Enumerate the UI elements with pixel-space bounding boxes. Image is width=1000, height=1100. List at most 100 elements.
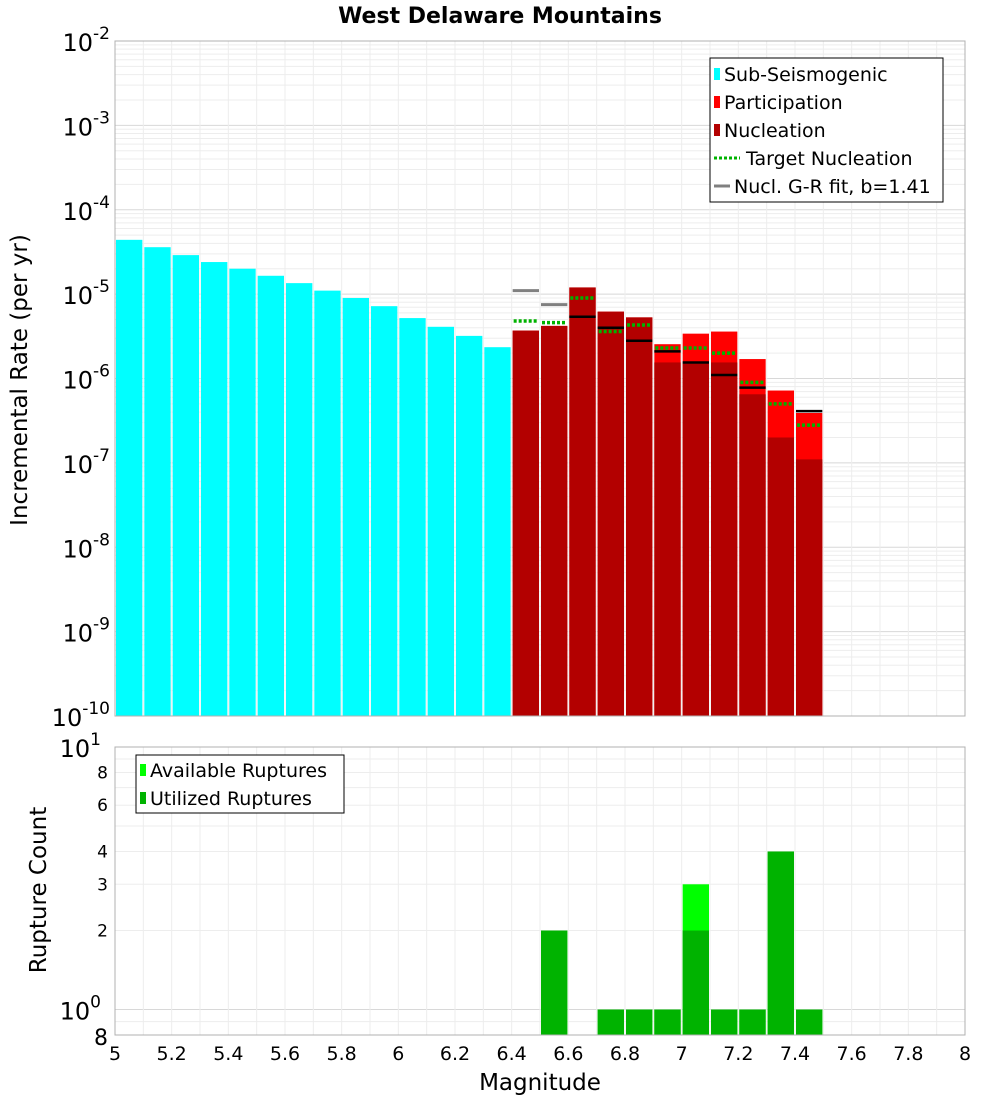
legend-swatch [140,764,146,776]
legend-label: Nucleation [724,120,826,142]
tick-base: 10 [63,282,94,310]
nucleation-bar [512,330,539,716]
x-tick-label: 7 [676,1043,688,1065]
bottom-legend: Available Ruptures Utilized Ruptures [135,754,345,814]
legend-label: Sub-Seismogenic [724,64,888,86]
utilized-ruptures-bar [767,851,794,1035]
tick-exponent: -5 [93,277,110,297]
tick-base: 10 [60,998,91,1026]
tick-exponent: 1 [90,730,101,750]
y-tick-label: 10-2 [63,24,111,57]
utilized-ruptures-bar [711,1009,738,1035]
nucleation-bar [739,394,766,716]
y-tick-label: 10-7 [63,446,111,479]
x-tick-label: 6.8 [610,1043,640,1065]
sub-seismogenic-bar [257,275,284,716]
y-tick-label: 10-9 [63,615,111,648]
nucleation-bar [796,459,823,716]
y-tick-label: 10-5 [63,277,111,310]
sub-seismogenic-bar [286,283,313,716]
x-tick-label: 5 [109,1043,121,1065]
x-axis-label: Magnitude [479,1070,601,1096]
x-tick-label: 6.4 [497,1043,527,1065]
sub-seismogenic-bar [116,239,143,716]
utilized-ruptures-bar [597,1009,624,1035]
sub-seismogenic-bar [427,326,454,716]
legend-swatch [714,124,720,136]
x-tick-label: 5.6 [270,1043,300,1065]
sub-seismogenic-bar [314,290,341,716]
y-tick-label: 10-6 [63,362,111,395]
legend-label: Available Ruptures [150,760,327,782]
bottom-bars [541,851,823,1035]
sub-seismogenic-bar [229,268,256,716]
y-tick-label: 8 [97,763,108,783]
tick-exponent: -3 [93,108,110,128]
tick-exponent: -8 [93,530,110,550]
tick-base: 10 [63,198,94,226]
tick-exponent: -2 [93,24,110,44]
y-tick-label: 3 [97,875,108,895]
sub-seismogenic-bar [456,335,483,716]
legend-label: Participation [724,92,843,114]
y-tick-label: 10-4 [63,193,111,226]
bottom-plot-frame [114,746,966,1036]
x-tick-label: 5.4 [213,1043,243,1065]
y-tick-label: 2 [97,922,108,942]
sub-seismogenic-bar [201,262,228,716]
x-tick-label: 5.2 [157,1043,187,1065]
top-bars [116,239,823,716]
nucleation-bar [569,287,596,716]
legend-box [135,754,345,814]
sub-seismogenic-bar [144,247,171,716]
tick-base: 10 [63,535,94,563]
sub-seismogenic-bar [399,318,426,716]
y-tick-label: 10-3 [63,108,111,141]
tick-base: 10 [63,620,94,648]
x-tick-label: 7.2 [723,1043,753,1065]
legend-swatch [140,792,146,804]
utilized-ruptures-bar [654,1009,681,1035]
tick-base: 10 [63,113,94,141]
x-tick-label: 6.2 [440,1043,470,1065]
y-tick-label: 8 [94,1026,108,1051]
tick-base: 10 [63,367,94,395]
x-ticks: 5 5.2 5.4 5.6 5.8 6 6.2 6.4 6.6 6.8 7 7.2 7.4 7.6 7.8 8 [109,1043,971,1065]
top-plot-frame [114,40,966,717]
y-tick-label: 6 [97,796,108,816]
tick-base: 10 [52,704,83,732]
tick-exponent: -9 [93,615,110,635]
nucleation-bar [767,437,794,716]
nucleation-bar [541,325,568,716]
sub-seismogenic-bar [484,347,511,716]
tick-exponent: -4 [93,193,110,213]
chart-title: West Delaware Mountains [338,4,662,29]
legend-label: Target Nucleation [745,148,913,170]
x-tick-label: 7.8 [893,1043,923,1065]
y-tick-label: 101 [60,730,101,763]
y-tick-label: 10-8 [63,530,111,563]
x-tick-label: 5.8 [327,1043,357,1065]
utilized-ruptures-bar [541,930,568,1035]
nucleation-bar [626,317,653,716]
legend-swatch [714,96,720,108]
nucleation-bar [711,362,738,716]
sub-seismogenic-bar [371,306,398,716]
tick-base: 10 [60,735,91,763]
y-tick-label: 10-10 [52,699,110,732]
legend-box [709,57,944,203]
legend-label: Nucl. G-R fit, b=1.41 [734,176,931,198]
sub-seismogenic-bar [342,297,369,716]
tick-exponent: -6 [93,362,110,382]
x-tick-label: 7.4 [780,1043,810,1065]
tick-exponent: -10 [82,699,110,719]
legend-swatch [714,68,720,80]
y-tick-label: 4 [97,842,108,862]
x-tick-label: 6 [392,1043,404,1065]
nucleation-bar [682,363,709,716]
utilized-ruptures-bar [682,930,709,1035]
